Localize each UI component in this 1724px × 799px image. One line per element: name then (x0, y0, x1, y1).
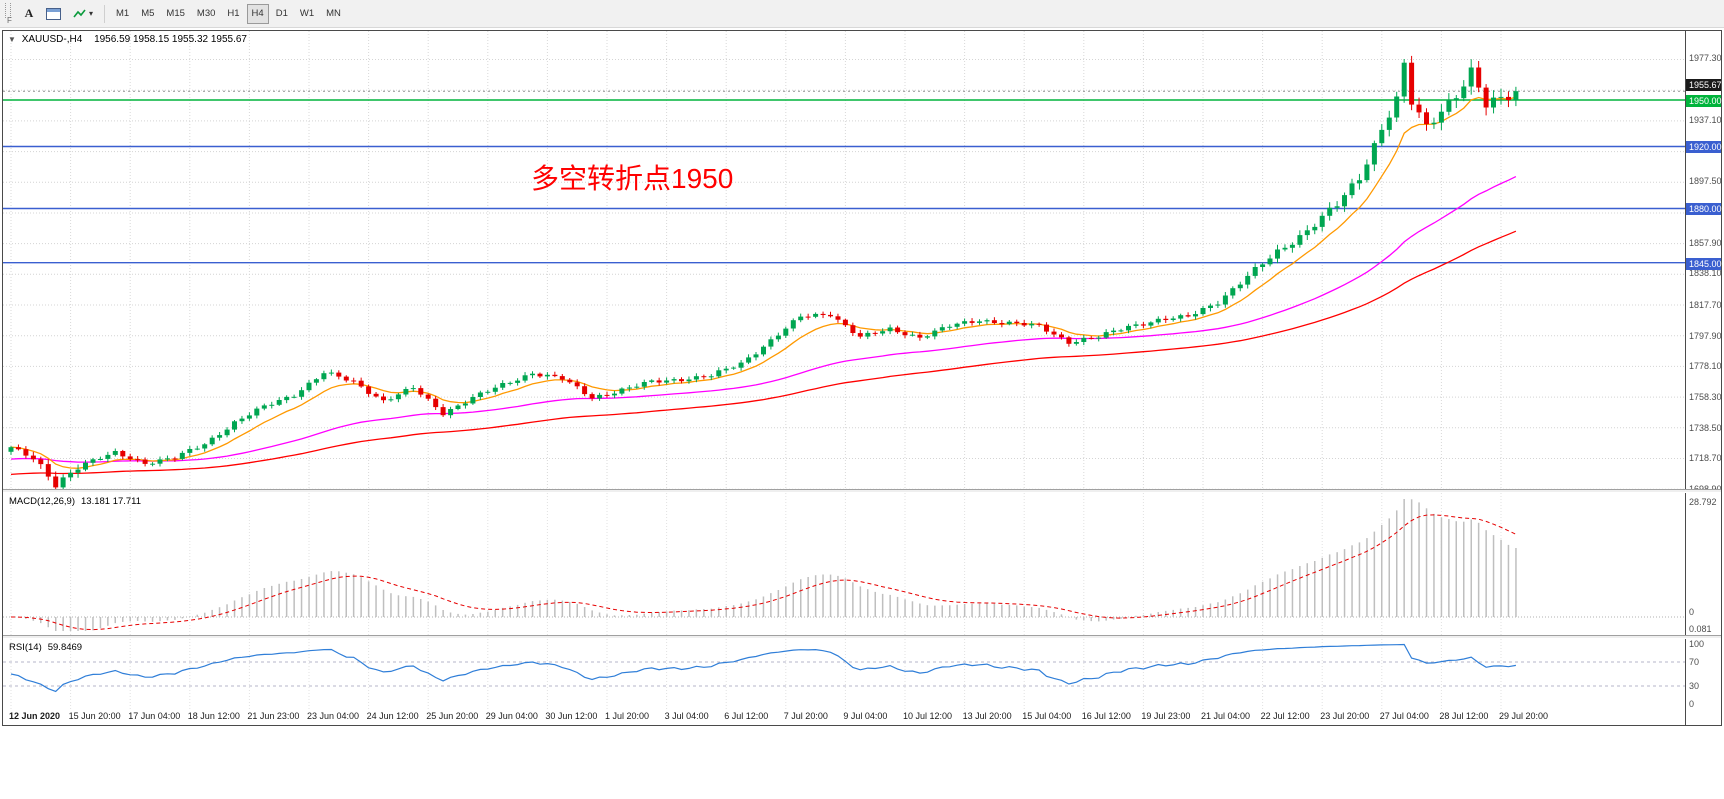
time-axis-label: 30 Jun 12:00 (545, 711, 598, 721)
timeframe-d1-button[interactable]: D1 (271, 4, 293, 24)
timeframe-m1-button[interactable]: M1 (111, 4, 134, 24)
price-tag: 1880.00 (1686, 203, 1722, 216)
timeframe-bar: M1 M5 M15 M30 H1 H4 D1 W1 MN (110, 3, 347, 24)
axis-label: 1738.50 (1689, 422, 1722, 433)
dropdown-caret-icon: ▾ (89, 9, 94, 18)
timeframe-m30-button[interactable]: M30 (192, 4, 220, 24)
text-tool-button[interactable]: A (19, 4, 39, 24)
price-tag: 1950.00 (1686, 94, 1722, 107)
toolbar: A ▾ M1 M5 M15 M30 H1 H4 D1 W1 MN F (0, 0, 1724, 28)
chart-window-button[interactable] (41, 4, 66, 24)
toolbar-grip-handle[interactable] (5, 3, 11, 18)
timeframe-h4-button[interactable]: H4 (246, 3, 269, 24)
time-axis-label: 25 Jun 20:00 (426, 711, 479, 721)
time-axis-label: 23 Jun 04:00 (307, 711, 360, 721)
axis-label: 1758.30 (1689, 392, 1722, 403)
panel-separator-rsi[interactable] (3, 635, 1721, 639)
time-axis-label: 19 Jul 23:00 (1141, 711, 1191, 721)
price-tag: 1920.00 (1686, 141, 1722, 154)
timeframe-mn-button[interactable]: MN (321, 4, 346, 24)
time-axis-label: 13 Jul 20:00 (962, 711, 1012, 721)
time-axis-label: 1 Jul 20:00 (605, 711, 650, 721)
axis-label: 1838.10 (1689, 268, 1722, 279)
axis-label: 0 (1689, 607, 1695, 617)
timeframe-w1-button[interactable]: W1 (295, 4, 319, 24)
time-axis-label: 23 Jul 20:00 (1320, 711, 1370, 721)
time-axis-label: 29 Jul 20:00 (1499, 711, 1549, 721)
axis-label: 1937.10 (1689, 114, 1722, 125)
time-axis-label: 9 Jul 04:00 (843, 711, 888, 721)
time-axis-label: 21 Jul 04:00 (1201, 711, 1251, 721)
time-axis-label: 15 Jul 04:00 (1022, 711, 1072, 721)
toolbar-separator (104, 4, 106, 23)
price-tag: 1955.67 (1686, 79, 1722, 92)
time-axis-label: 7 Jul 20:00 (783, 711, 828, 721)
time-axis-label: 17 Jun 04:00 (128, 711, 181, 721)
time-axis-label: 24 Jun 12:00 (366, 711, 419, 721)
time-axis-label: 6 Jul 12:00 (724, 711, 769, 721)
price-chart-canvas[interactable] (3, 31, 1685, 489)
panel-separator-macd[interactable] (3, 489, 1721, 493)
timeframe-m15-button[interactable]: M15 (161, 4, 189, 24)
axis-label: 70 (1689, 657, 1700, 667)
time-axis-label: 18 Jun 12:00 (187, 711, 240, 721)
indicators-button[interactable]: ▾ (68, 4, 98, 24)
time-axis-label: 15 Jun 20:00 (68, 711, 121, 721)
axis-label: 1857.90 (1689, 237, 1722, 248)
time-axis-label: 28 Jul 12:00 (1439, 711, 1489, 721)
axis-label: 1797.90 (1689, 330, 1722, 341)
toolbar-side-label: F (7, 16, 12, 25)
time-axis[interactable]: 12 Jun 2020 15 Jun 20:00 17 Jun 04:00 18 Ju… (3, 709, 1685, 725)
timeframe-m5-button[interactable]: M5 (136, 4, 159, 24)
axis-label: 0 (1689, 699, 1695, 709)
price-tag: 1845.00 (1686, 257, 1722, 270)
time-axis-label: 21 Jun 23:00 (247, 711, 300, 721)
time-axis-label: 29 Jun 04:00 (485, 711, 538, 721)
macd-indicator-panel[interactable] (3, 493, 1685, 635)
rsi-indicator-panel[interactable] (3, 639, 1685, 709)
axis-label: 1817.70 (1689, 300, 1722, 311)
price-axis[interactable]: 1977.30 1937.10 1897.50 1857.90 1838.10 1817.… (1685, 31, 1722, 725)
chart-window: ▼ XAUUSD-,H4 1956.59 1958.15 1955.32 195… (2, 30, 1722, 726)
time-axis-label: 3 Jul 04:00 (664, 711, 709, 721)
axis-label: 1897.50 (1689, 176, 1722, 187)
axis-label: 1718.70 (1689, 453, 1722, 464)
time-axis-label: 16 Jul 12:00 (1081, 711, 1131, 721)
time-axis-label: 12 Jun 2020 (9, 711, 61, 721)
axis-label: 0.081 (1689, 624, 1712, 634)
axis-label: 1977.30 (1689, 52, 1722, 63)
time-axis-label: 10 Jul 12:00 (903, 711, 953, 721)
time-axis-label: 27 Jul 04:00 (1379, 711, 1429, 721)
axis-label: 28.792 (1689, 497, 1717, 507)
time-axis-label: 22 Jul 12:00 (1260, 711, 1310, 721)
axis-label: 1778.10 (1689, 361, 1722, 372)
axis-label: 30 (1689, 681, 1700, 691)
indicators-icon (73, 9, 86, 17)
chart-window-icon (46, 7, 61, 20)
timeframe-h1-button[interactable]: H1 (222, 4, 244, 24)
axis-label: 100 (1689, 639, 1705, 649)
